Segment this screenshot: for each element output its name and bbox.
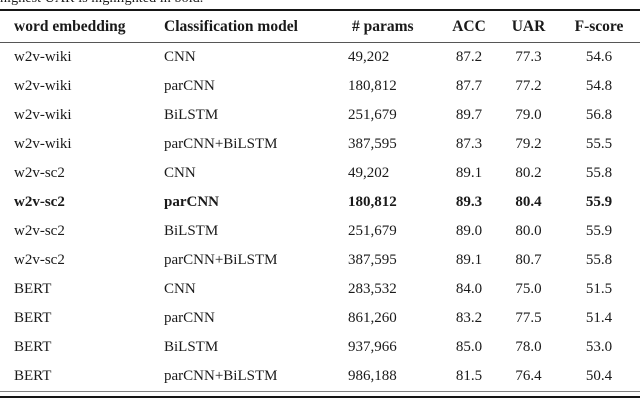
cell-acc: 81.5: [455, 368, 483, 384]
cell-classification-model: BiLSTM: [164, 107, 219, 123]
cell-classification-model: BiLSTM: [164, 339, 219, 355]
cell-num-params: 283,532: [348, 281, 397, 297]
table-body: w2v-wiki CNN 49,202 87.2 77.3 54.6 w2v-wiki par…: [0, 43, 640, 392]
cell-classification-model: parCNN: [164, 78, 215, 94]
cell-acc: 89.0: [455, 223, 483, 239]
table-row: w2v-wiki parCNN+BiLSTM 387,595 87.3 79.2 55.5: [0, 130, 640, 159]
cell-classification-model: CNN: [164, 165, 196, 181]
cell-uar: 77.3: [515, 49, 542, 65]
caption-text: highest UAR is highlighted in bold.: [0, 0, 640, 8]
table-row: w2v-sc2 CNN 49,202 89.1 80.2 55.8: [0, 159, 640, 188]
cell-word-embedding: w2v-sc2: [14, 194, 65, 210]
cell-word-embedding: BERT: [14, 310, 52, 326]
table-header: word embedding Classification model # pa…: [0, 9, 640, 43]
col-header-word-embedding: word embedding: [0, 9, 164, 43]
cell-classification-model: parCNN+BiLSTM: [164, 368, 278, 384]
cell-acc: 87.2: [455, 49, 483, 65]
col-header-f-score: F-score: [558, 9, 640, 43]
table-row: w2v-wiki BiLSTM 251,679 89.7 79.0 56.8: [0, 101, 640, 130]
cell-word-embedding: BERT: [14, 281, 52, 297]
cell-f-score: 56.8: [585, 107, 613, 123]
col-header-uar: UAR: [499, 9, 558, 43]
table-row: BERT parCNN 861,260 83.2 77.5 51.4: [0, 304, 640, 333]
cell-word-embedding: w2v-wiki: [14, 78, 72, 94]
cell-uar: 79.0: [515, 107, 542, 123]
table-row: w2v-wiki parCNN 180,812 87.7 77.2 54.8: [0, 72, 640, 101]
col-header-acc: ACC: [439, 9, 499, 43]
cell-num-params: 49,202: [348, 49, 390, 65]
cell-word-embedding: w2v-wiki: [14, 49, 72, 65]
cell-f-score: 55.5: [585, 136, 613, 152]
cell-uar: 79.2: [515, 136, 542, 152]
cell-acc: 87.3: [455, 136, 483, 152]
cell-num-params: 387,595: [348, 252, 397, 268]
cell-num-params: 986,188: [348, 368, 397, 384]
cell-word-embedding: w2v-sc2: [14, 223, 65, 239]
cell-uar: 80.7: [515, 252, 542, 268]
cell-num-params: 180,812: [348, 78, 397, 94]
cell-classification-model: BiLSTM: [164, 223, 219, 239]
cell-word-embedding: w2v-wiki: [14, 107, 72, 123]
cell-uar: 80.4: [515, 194, 542, 210]
cell-word-embedding: w2v-wiki: [14, 136, 72, 152]
cell-num-params: 180,812: [348, 194, 397, 210]
cell-word-embedding: w2v-sc2: [14, 252, 65, 268]
cell-num-params: 251,679: [348, 107, 397, 123]
table-row: w2v-sc2 parCNN 180,812 89.3 80.4 55.9: [0, 188, 640, 217]
cell-num-params: 861,260: [348, 310, 397, 326]
cell-word-embedding: w2v-sc2: [14, 165, 65, 181]
cell-f-score: 53.0: [585, 339, 613, 355]
cell-f-score: 54.8: [585, 78, 613, 94]
cell-uar: 77.5: [515, 310, 542, 326]
table-row: BERT BiLSTM 937,966 85.0 78.0 53.0: [0, 333, 640, 362]
cell-f-score: 51.4: [585, 310, 613, 326]
col-header-classification-model: Classification model: [164, 9, 348, 43]
cell-f-score: 55.8: [585, 252, 613, 268]
cell-uar: 78.0: [515, 339, 542, 355]
cell-num-params: 49,202: [348, 165, 390, 181]
cell-acc: 89.3: [455, 194, 483, 210]
cell-classification-model: parCNN: [164, 310, 215, 326]
table-row: w2v-sc2 parCNN+BiLSTM 387,595 89.1 80.7 55.8: [0, 246, 640, 275]
cell-acc: 83.2: [455, 310, 483, 326]
cell-uar: 80.0: [515, 223, 542, 239]
caption-clipped-line: highest UAR is highlighted in bold.: [0, 0, 640, 8]
cell-uar: 77.2: [515, 78, 542, 94]
cell-classification-model: CNN: [164, 281, 196, 297]
cell-f-score: 54.6: [585, 49, 613, 65]
cell-acc: 89.1: [455, 252, 483, 268]
cell-num-params: 251,679: [348, 223, 397, 239]
cell-classification-model: parCNN+BiLSTM: [164, 136, 278, 152]
cell-f-score: 55.8: [585, 165, 613, 181]
cell-uar: 75.0: [515, 281, 542, 297]
cell-classification-model: parCNN+BiLSTM: [164, 252, 278, 268]
cell-acc: 89.7: [455, 107, 483, 123]
col-header-num-params: # params: [348, 9, 439, 43]
results-table: word embedding Classification model # pa…: [0, 9, 640, 392]
cell-uar: 80.2: [515, 165, 542, 181]
header-row: word embedding Classification model # pa…: [0, 9, 640, 43]
cell-num-params: 937,966: [348, 339, 397, 355]
cell-acc: 85.0: [455, 339, 483, 355]
table-row: w2v-wiki CNN 49,202 87.2 77.3 54.6: [0, 43, 640, 73]
cell-f-score: 55.9: [585, 194, 613, 210]
cell-acc: 89.1: [455, 165, 483, 181]
cell-word-embedding: BERT: [14, 339, 52, 355]
table-row: w2v-sc2 BiLSTM 251,679 89.0 80.0 55.9: [0, 217, 640, 246]
cell-word-embedding: BERT: [14, 368, 52, 384]
cell-acc: 84.0: [455, 281, 483, 297]
cell-classification-model: parCNN: [164, 194, 219, 210]
table-row: BERT CNN 283,532 84.0 75.0 51.5: [0, 275, 640, 304]
cell-f-score: 50.4: [585, 368, 613, 384]
cell-classification-model: CNN: [164, 49, 196, 65]
table-bottom-rule: [0, 396, 640, 399]
cell-uar: 76.4: [515, 368, 542, 384]
cell-f-score: 55.9: [585, 223, 613, 239]
cell-f-score: 51.5: [585, 281, 613, 297]
cell-num-params: 387,595: [348, 136, 397, 152]
cell-acc: 87.7: [455, 78, 483, 94]
table-row: BERT parCNN+BiLSTM 986,188 81.5 76.4 50.4: [0, 362, 640, 392]
